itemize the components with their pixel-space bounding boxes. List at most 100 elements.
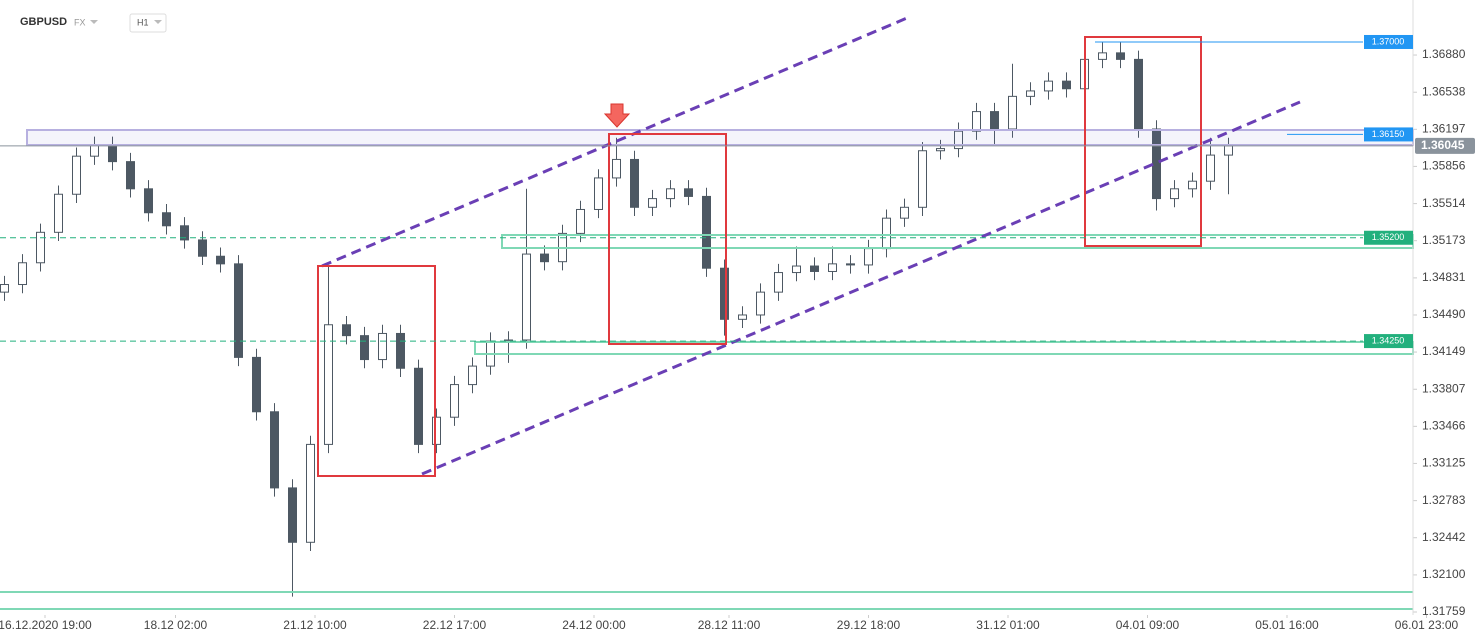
candle-body — [468, 365, 477, 386]
y-tick-label: 1.33125 — [1422, 456, 1466, 470]
candle-body — [18, 262, 27, 286]
price-label: 1.36150 — [1372, 129, 1405, 139]
candle-body — [864, 248, 873, 266]
y-tick-label: 1.34831 — [1422, 270, 1466, 284]
y-tick-label: 1.33807 — [1422, 381, 1466, 395]
candle-body — [756, 291, 765, 316]
candle-body — [288, 487, 297, 543]
market-dropdown[interactable] — [90, 20, 98, 24]
y-tick-label: 1.32783 — [1422, 493, 1466, 507]
candle-body — [36, 231, 45, 264]
y-tick-label: 1.35856 — [1422, 159, 1466, 173]
candle-body — [1206, 154, 1215, 182]
symbol[interactable]: GBPUSD — [20, 16, 67, 28]
candle-body — [648, 198, 657, 208]
y-tick-label: 1.32442 — [1422, 530, 1466, 544]
y-tick-label: 1.31759 — [1422, 604, 1466, 618]
y-tick-label: 1.33466 — [1422, 419, 1466, 433]
candle-body — [72, 155, 81, 195]
candle-body — [216, 255, 225, 265]
x-tick-label: 31.12 01:00 — [976, 618, 1040, 632]
x-tick-label: 06.01 23:00 — [1395, 618, 1459, 632]
candle-body — [990, 111, 999, 130]
candle-body — [522, 253, 531, 341]
candle-body — [900, 206, 909, 219]
candle-body — [198, 239, 207, 257]
x-tick-label: 22.12 17:00 — [423, 618, 487, 632]
y-tick-label: 1.34149 — [1422, 344, 1466, 358]
timeframe-box[interactable] — [129, 13, 167, 33]
y-tick-label: 1.35514 — [1422, 196, 1466, 210]
annotations — [0, 16, 1414, 610]
candle-body — [828, 263, 837, 272]
highlight-box — [317, 265, 436, 477]
candle-body — [1116, 52, 1125, 60]
candle-body — [378, 332, 387, 361]
candle-body — [954, 130, 963, 150]
timeframe-dropdown — [154, 20, 162, 24]
candle-body — [414, 367, 423, 445]
highlight-box — [608, 133, 727, 345]
y-tick-label: 1.36197 — [1422, 121, 1466, 135]
channel-line — [321, 16, 908, 268]
highlight-box — [1084, 36, 1202, 247]
candle-body — [450, 384, 459, 418]
candle-body — [630, 158, 639, 208]
candle-body — [540, 253, 549, 263]
candle-body — [702, 195, 711, 269]
candle-body — [360, 335, 369, 361]
overlay: 1.37000 1.36150 1.35200 1.34250 1.36045 — [0, 34, 1475, 349]
candle-body — [1224, 145, 1233, 156]
candle-body — [684, 188, 693, 197]
candle-body — [1134, 58, 1143, 130]
candle-body — [1170, 188, 1179, 200]
y-tick-label: 1.32100 — [1422, 567, 1466, 581]
y-tick-label: 1.34490 — [1422, 307, 1466, 321]
price-label: 1.34250 — [1372, 335, 1405, 345]
candle-body — [234, 263, 243, 358]
x-tick-label: 29.12 18:00 — [837, 618, 901, 632]
candle-body — [432, 416, 441, 445]
price-label-box — [1415, 137, 1475, 154]
price-label-box — [1364, 127, 1413, 142]
candle-body — [342, 324, 351, 337]
candle-body — [162, 212, 171, 227]
candle-body — [1008, 95, 1017, 130]
price-label-box — [1364, 334, 1413, 349]
x-tick-label: 04.01 09:00 — [1116, 618, 1180, 632]
timeframe[interactable]: H1 — [137, 17, 149, 27]
candle-body — [666, 188, 675, 200]
candle-body — [324, 324, 333, 445]
candle-body — [846, 263, 855, 266]
candle-body — [738, 314, 747, 320]
candle-body — [918, 150, 927, 208]
candle-body — [1188, 180, 1197, 190]
candle-body — [792, 265, 801, 274]
y-tick-label: 1.35173 — [1422, 233, 1466, 247]
price-label-box — [1364, 34, 1413, 49]
x-tick-label: 21.12 10:00 — [283, 618, 347, 632]
candle-body — [270, 411, 279, 489]
x-tick-label: 05.01 16:00 — [1255, 618, 1319, 632]
candle-body — [180, 225, 189, 241]
candle-body — [1098, 52, 1107, 60]
candle-body — [1026, 90, 1035, 97]
price-label: 1.37000 — [1372, 36, 1405, 46]
candle-body — [882, 217, 891, 250]
candle-body — [594, 177, 603, 210]
candle-body — [126, 161, 135, 190]
candle-body — [396, 332, 405, 369]
candle-body — [612, 158, 621, 179]
down-arrow — [603, 103, 631, 128]
plot: 1.36880 1.36538 1.36197 1.35856 1.35514 1.351… — [0, 41, 1466, 632]
candle-body — [54, 193, 63, 233]
candle-body — [108, 144, 117, 163]
x-tick-label: 24.12 00:00 — [562, 618, 626, 632]
price-label: 1.35200 — [1372, 232, 1405, 242]
candle-body — [0, 284, 9, 293]
price-label: 1.36045 — [1421, 138, 1465, 152]
candle-body — [810, 265, 819, 272]
candle-body — [1044, 80, 1053, 92]
